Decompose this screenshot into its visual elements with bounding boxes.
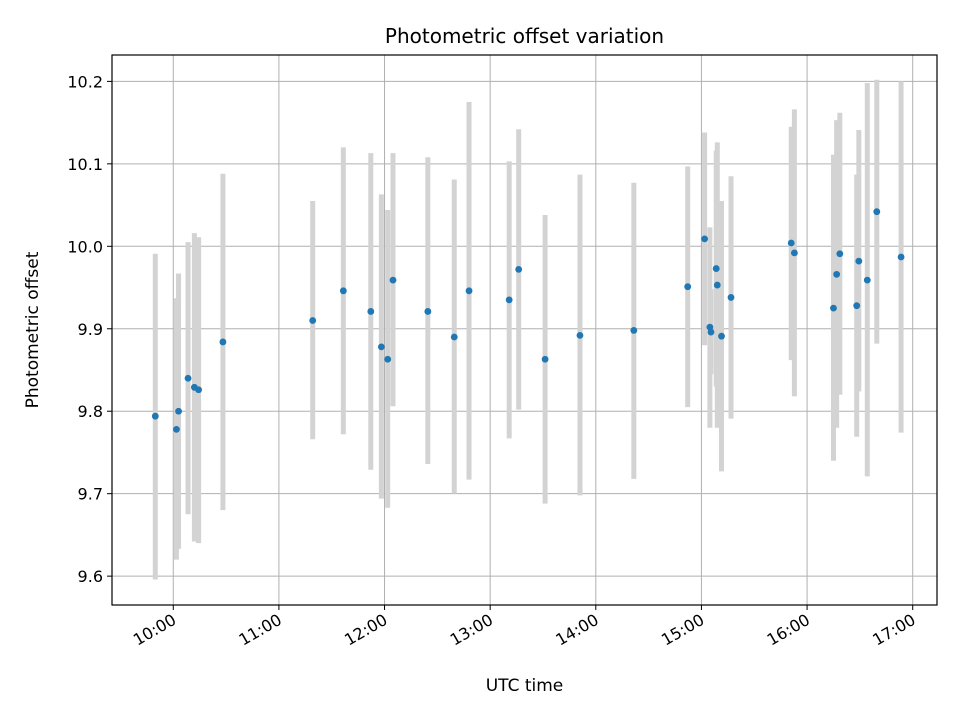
data-point <box>830 304 837 312</box>
data-point <box>630 327 638 334</box>
data-point <box>712 265 720 272</box>
data-point <box>873 208 881 216</box>
y-tick-label: 9.7 <box>78 485 103 504</box>
data-point <box>450 333 458 341</box>
data-point <box>184 374 192 382</box>
data-point <box>863 276 871 284</box>
data-point <box>718 332 725 340</box>
data-point <box>424 308 432 315</box>
y-axis: 9.6 9.7 9.8 9.9 10.0 10.1 10.2 <box>67 72 112 586</box>
data-point <box>853 302 861 310</box>
data-point <box>684 283 692 291</box>
data-point <box>833 270 841 278</box>
data-point <box>219 338 227 346</box>
data-point <box>897 253 905 261</box>
y-tick-label: 9.9 <box>78 320 103 339</box>
y-axis-title: Photometric offset <box>23 251 43 408</box>
data-point <box>377 343 385 351</box>
x-axis-title: UTC time <box>486 676 564 696</box>
data-point <box>389 276 397 284</box>
y-tick-label: 10.1 <box>67 155 103 174</box>
data-point <box>309 317 317 324</box>
data-point <box>339 287 347 295</box>
grid-lines <box>112 55 937 605</box>
y-tick-label: 9.8 <box>78 402 103 421</box>
data-point <box>707 328 715 336</box>
data-point <box>790 249 798 257</box>
chart-title: Photometric offset variation <box>385 24 664 48</box>
data-point <box>855 257 863 265</box>
data-point <box>541 355 549 363</box>
data-points <box>151 208 905 433</box>
data-point <box>836 250 844 258</box>
data-point <box>515 265 523 273</box>
data-point <box>384 355 392 363</box>
data-point <box>367 308 375 315</box>
data-point <box>701 235 709 243</box>
data-point <box>787 239 795 247</box>
data-point <box>505 296 513 304</box>
data-point <box>195 386 203 394</box>
y-tick-label: 10.2 <box>67 72 103 91</box>
data-point <box>576 331 584 339</box>
data-point <box>727 294 735 301</box>
y-tick-label: 10.0 <box>67 237 103 256</box>
data-point <box>151 412 159 420</box>
data-point <box>713 281 721 289</box>
data-point <box>465 287 473 295</box>
data-point <box>173 425 180 433</box>
y-tick-label: 9.6 <box>78 567 103 586</box>
data-point <box>175 407 182 415</box>
plot-area-frame <box>111 54 938 606</box>
